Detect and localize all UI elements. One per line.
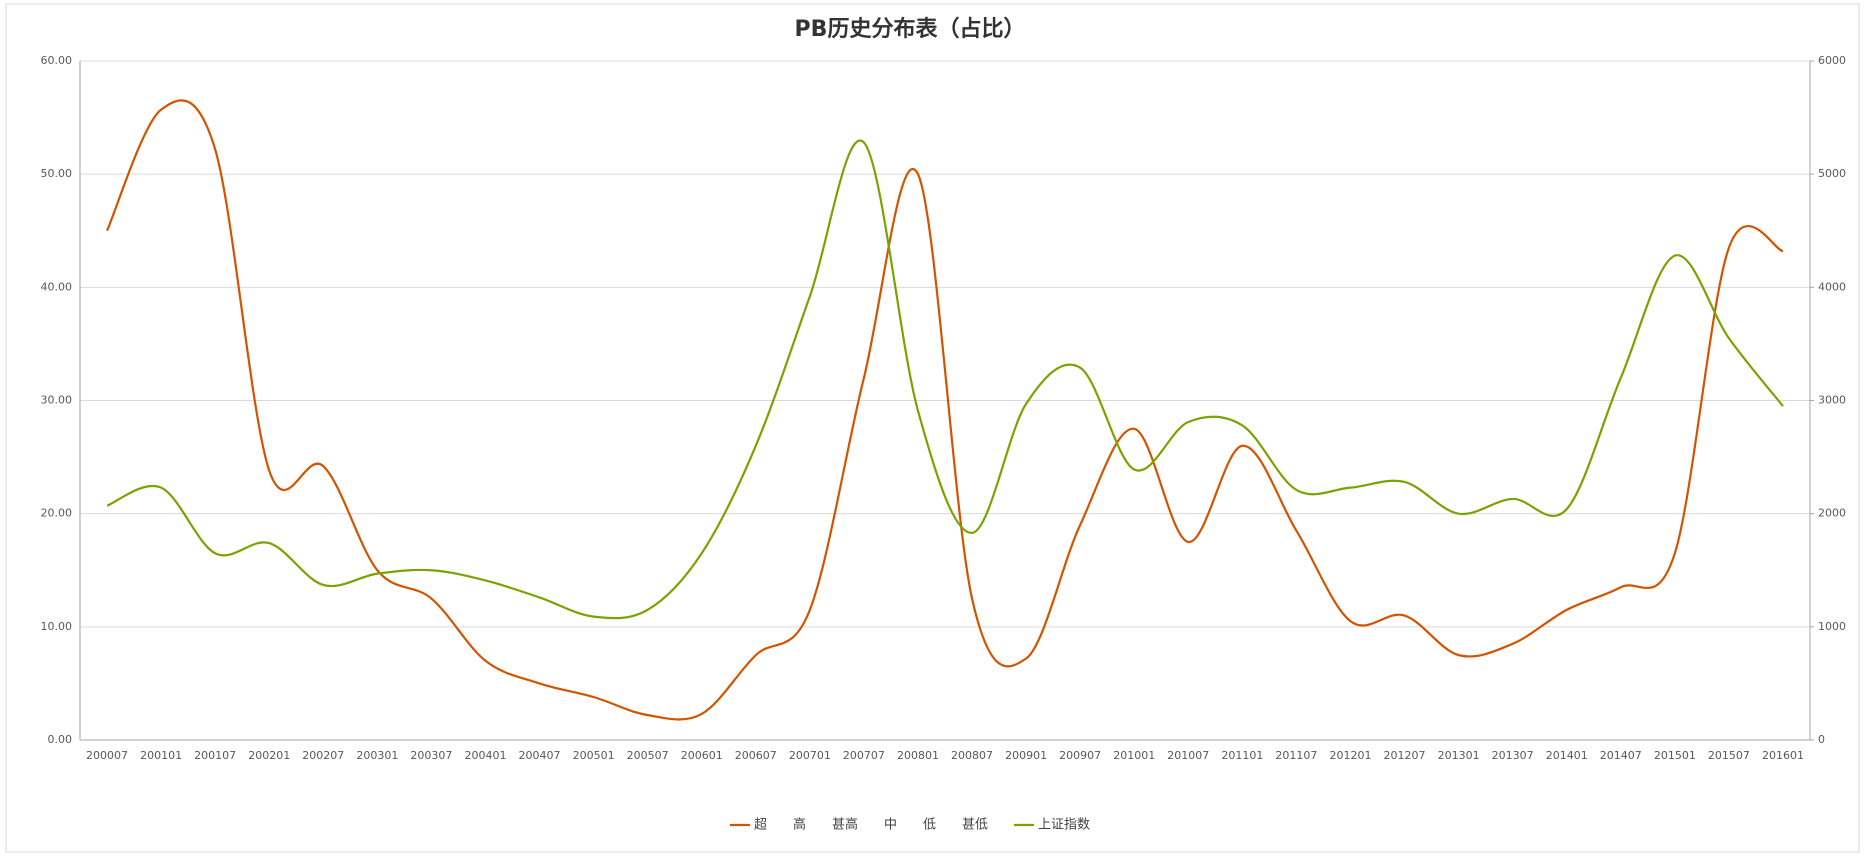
x-tick-label: 200801 — [897, 749, 939, 762]
x-tick-label: 201601 — [1762, 749, 1804, 762]
y-tick-label: 30.00 — [41, 394, 73, 407]
x-tick-label: 201101 — [1221, 749, 1263, 762]
y2-tick-label: 5000 — [1818, 167, 1846, 180]
legend-label: 低 — [923, 818, 936, 833]
x-tick-label: 200301 — [356, 749, 398, 762]
x-tick-label: 201507 — [1708, 749, 1750, 762]
x-tick-label: 200701 — [789, 749, 831, 762]
y2-tick-label: 3000 — [1818, 394, 1846, 407]
legend-label: 超 — [754, 818, 767, 833]
x-tick-label: 200707 — [843, 749, 885, 762]
x-tick-label: 201001 — [1113, 749, 1155, 762]
y2-tick-label: 6000 — [1818, 54, 1846, 67]
x-tick-label: 200601 — [681, 749, 723, 762]
series-line — [106, 99, 1784, 721]
x-tick-label: 200201 — [248, 749, 290, 762]
y-tick-label: 10.00 — [41, 620, 73, 633]
y2-tick-label: 4000 — [1818, 280, 1846, 293]
y2-tick-label: 0 — [1818, 733, 1825, 746]
x-tick-label: 200907 — [1059, 749, 1101, 762]
x-tick-label: 200607 — [735, 749, 777, 762]
legend-label: 中 — [884, 818, 897, 833]
x-tick-label: 201007 — [1167, 749, 1209, 762]
y2-tick-label: 1000 — [1818, 620, 1846, 633]
x-tick-label: 201207 — [1384, 749, 1426, 762]
series-line — [106, 139, 1784, 620]
x-tick-label: 201307 — [1492, 749, 1534, 762]
x-tick-label: 200107 — [194, 749, 236, 762]
x-tick-label: 201107 — [1275, 749, 1317, 762]
y2-tick-label: 2000 — [1818, 507, 1846, 520]
x-tick-label: 200307 — [410, 749, 452, 762]
x-tick-label: 201401 — [1546, 749, 1588, 762]
x-tick-label: 201407 — [1600, 749, 1642, 762]
x-tick-label: 200207 — [302, 749, 344, 762]
legend-label: 甚低 — [962, 818, 988, 833]
x-tick-label: 201301 — [1438, 749, 1480, 762]
x-tick-label: 200007 — [86, 749, 128, 762]
x-tick-label: 200507 — [627, 749, 669, 762]
x-tick-label: 200807 — [951, 749, 993, 762]
x-tick-label: 201201 — [1329, 749, 1371, 762]
x-tick-label: 200901 — [1005, 749, 1047, 762]
chart-frame — [5, 3, 1860, 853]
legend-label: 高 — [793, 817, 806, 833]
x-tick-label: 200501 — [573, 749, 615, 762]
x-tick-label: 200407 — [519, 749, 561, 762]
legend-label: 甚高 — [832, 817, 858, 833]
y-tick-label: 20.00 — [41, 507, 73, 520]
x-tick-label: 200401 — [464, 749, 506, 762]
chart-title: PB历史分布表（占比） — [795, 16, 1026, 42]
x-tick-label: 200101 — [140, 749, 182, 762]
y-tick-label: 50.00 — [41, 167, 73, 180]
legend-label: 上证指数 — [1038, 818, 1090, 833]
y-tick-label: 0.00 — [48, 733, 73, 746]
y-tick-label: 40.00 — [41, 280, 73, 293]
y-tick-label: 60.00 — [41, 54, 73, 67]
x-tick-label: 201501 — [1654, 749, 1696, 762]
